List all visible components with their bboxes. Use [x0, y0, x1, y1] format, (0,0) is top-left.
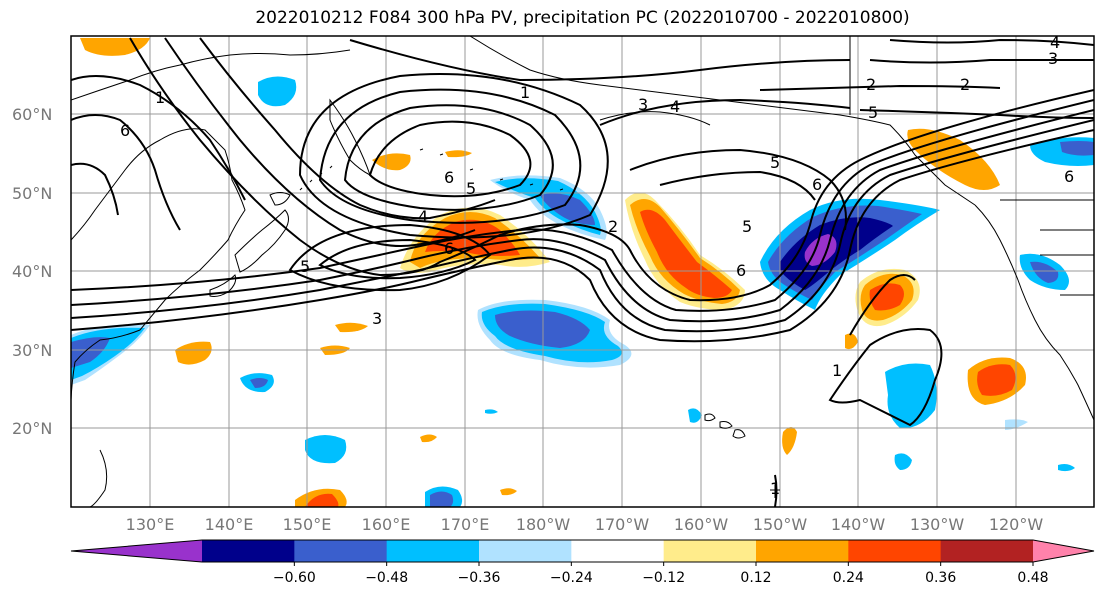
colorbar-segment-0	[71, 540, 202, 562]
colorbar-segment-5	[571, 540, 665, 562]
lon-label-140w: 140°W	[831, 515, 886, 534]
pv-contours	[71, 37, 1094, 507]
lat-label-60n: 60°N	[12, 105, 52, 124]
pv-contour-labels: 1 2 2 3 3 3 4 4 4 5 5 5 5 5 6 6 6 6 6 6 …	[120, 33, 1074, 498]
pv-label-3c: 3	[1048, 49, 1058, 68]
colorbar-outline	[70, 539, 1095, 563]
map-gridlines	[71, 36, 1094, 507]
lon-label-160e: 160°E	[362, 515, 411, 534]
pv-label-5d: 5	[742, 217, 752, 236]
pv-label-2b: 2	[960, 75, 970, 94]
colorbar-tick-label: 0.48	[1017, 570, 1048, 586]
pv-label-1b: 1	[155, 88, 165, 107]
lon-label-120w: 120°W	[989, 515, 1044, 534]
chart-title: 2022010212 F084 300 hPa PV, precipitatio…	[255, 8, 910, 28]
pv-label-1d: 1	[770, 479, 780, 498]
colorbar-tick-label: −0.48	[365, 570, 408, 586]
map-frame	[70, 35, 1095, 508]
pv-label-1c: 1	[832, 361, 842, 380]
pv-label-4c: 4	[1050, 33, 1060, 52]
colorbar-tick-label: −0.12	[642, 570, 685, 586]
pv-label-3b: 3	[372, 309, 382, 328]
lon-label-130e: 130°E	[126, 515, 175, 534]
pv-label-6e: 6	[120, 121, 130, 140]
lon-label-170e: 170°E	[441, 515, 490, 534]
lon-label-170w: 170°W	[595, 515, 650, 534]
colorbar-tick-label: 0.12	[740, 570, 771, 586]
pv-label-5c: 5	[868, 103, 878, 122]
longitude-labels: 130°E 140°E 150°E 160°E 170°E 180°W 170°…	[126, 515, 1044, 534]
pv-label-6a: 6	[444, 168, 454, 187]
lat-label-20n: 20°N	[12, 419, 52, 438]
colorbar-segment-2	[294, 540, 388, 562]
colorbar-segment-4	[479, 540, 572, 562]
colorbar-segment-3	[386, 540, 480, 562]
colorbar-segment-6	[663, 540, 757, 562]
latitude-labels: 60°N 50°N 40°N 30°N 20°N	[12, 105, 52, 438]
pv-label-6b: 6	[444, 239, 454, 258]
colorbar-segment-8	[848, 540, 942, 562]
colorbar-tick-label: 0.36	[925, 570, 956, 586]
lon-label-130w: 130°W	[910, 515, 965, 534]
lon-label-150w: 150°W	[753, 515, 808, 534]
lon-label-180w: 180°W	[516, 515, 571, 534]
pv-label-1: 1	[520, 83, 530, 102]
pv-label-5e: 5	[300, 257, 310, 276]
pv-label-6c: 6	[812, 175, 822, 194]
pv-label-6d: 6	[736, 261, 746, 280]
lon-label-140e: 140°E	[205, 515, 254, 534]
colorbar: −0.60 −0.48 −0.36 −0.24 −0.12 0.12 0.24 0.36 0.4…	[70, 539, 1095, 586]
colorbar-segment-10	[1033, 540, 1094, 562]
pv-label-3a: 3	[638, 95, 648, 114]
lon-label-160w: 160°W	[674, 515, 729, 534]
colorbar-tick-label: −0.36	[458, 570, 501, 586]
lat-label-40n: 40°N	[12, 262, 52, 281]
pv-label-6f: 6	[1064, 167, 1074, 186]
pv-label-2a: 2	[866, 75, 876, 94]
lon-label-150e: 150°E	[283, 515, 332, 534]
colorbar-segment-9	[940, 540, 1034, 562]
pv-label-5a: 5	[770, 153, 780, 172]
colorbar-segment-7	[756, 540, 849, 562]
lat-label-50n: 50°N	[12, 184, 52, 203]
lat-label-30n: 30°N	[12, 341, 52, 360]
colorbar-tick-label: −0.60	[273, 570, 316, 586]
pv-label-2c: 2	[608, 217, 618, 236]
pv-label-5b: 5	[466, 179, 476, 198]
colorbar-segment-1	[202, 540, 295, 562]
pv-label-4a: 4	[670, 97, 680, 116]
pv-label-4b: 4	[418, 207, 428, 226]
colorbar-tick-label: −0.24	[550, 570, 593, 586]
colorbar-tick-label: 0.24	[833, 570, 864, 586]
